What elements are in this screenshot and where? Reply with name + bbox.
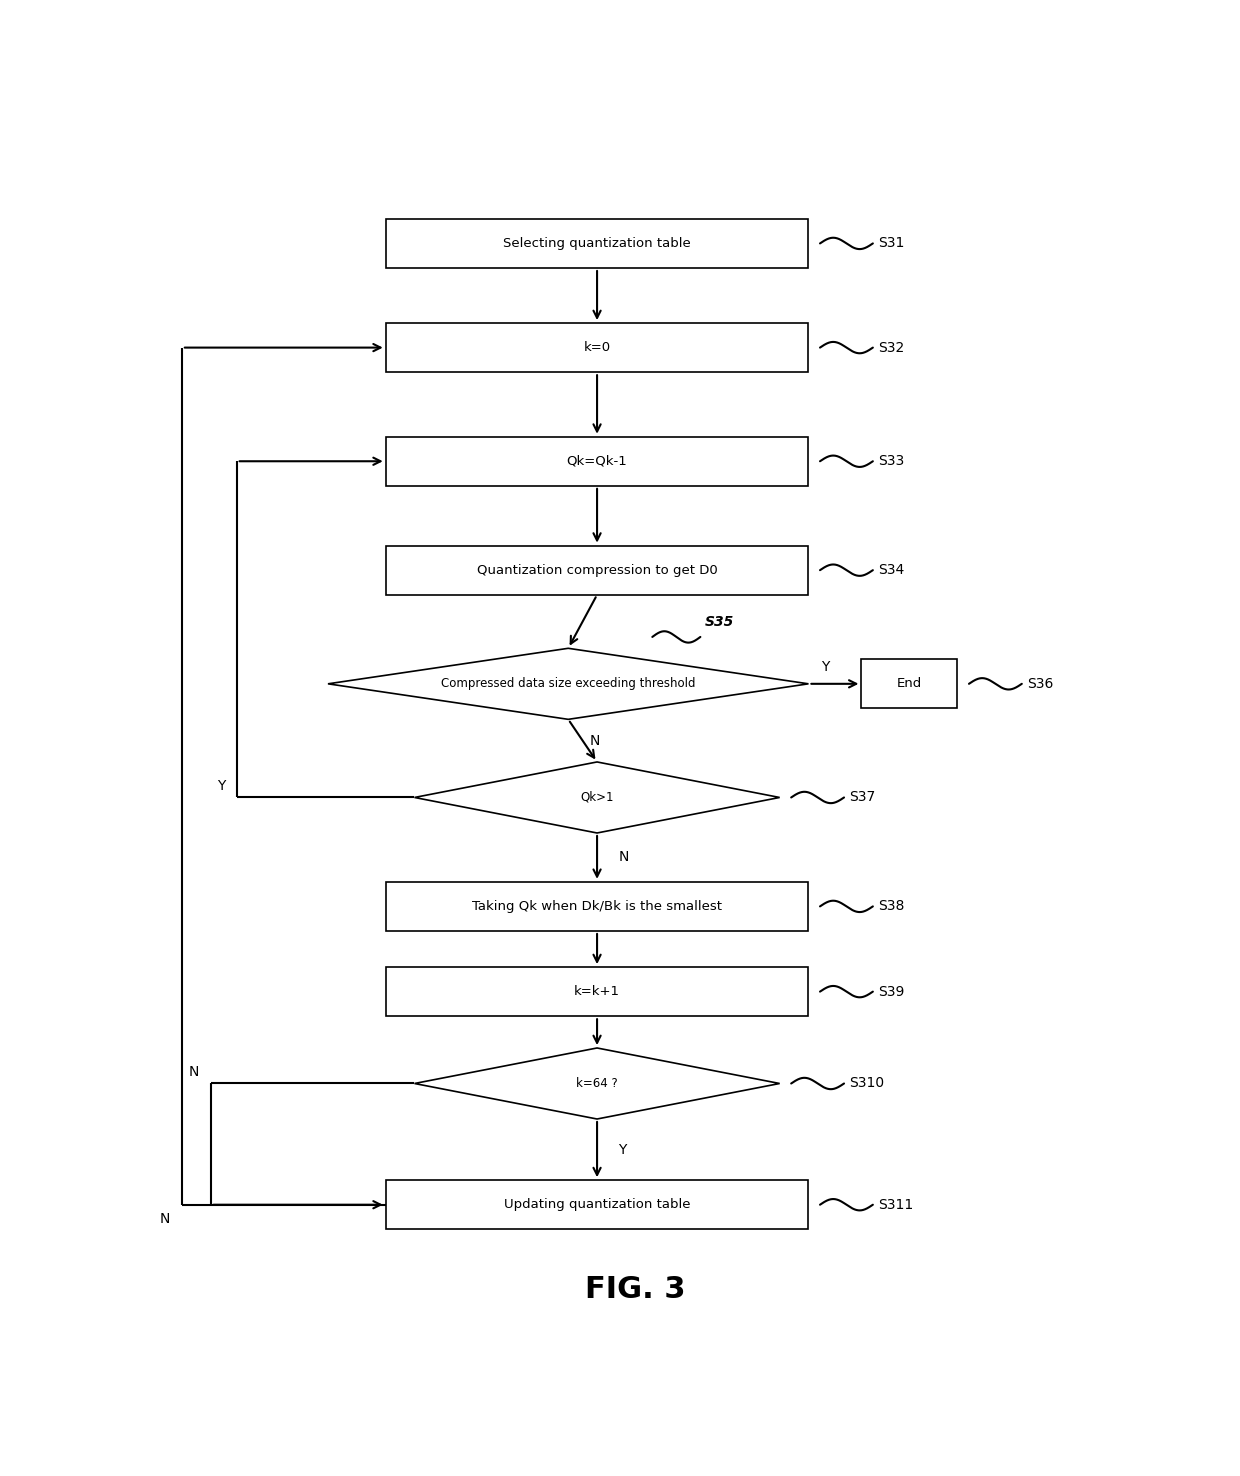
Text: N: N xyxy=(589,734,600,748)
Bar xyxy=(386,967,808,1017)
Text: N: N xyxy=(619,850,629,865)
Polygon shape xyxy=(414,762,780,832)
Text: k=64 ?: k=64 ? xyxy=(577,1077,618,1089)
Text: Qk>1: Qk>1 xyxy=(580,791,614,804)
Text: FIG. 3: FIG. 3 xyxy=(585,1275,686,1305)
Text: S39: S39 xyxy=(878,984,904,999)
Bar xyxy=(386,437,808,486)
Text: Quantization compression to get D0: Quantization compression to get D0 xyxy=(476,564,718,577)
Text: S38: S38 xyxy=(878,899,904,914)
Text: Compressed data size exceeding threshold: Compressed data size exceeding threshold xyxy=(441,677,696,691)
Bar xyxy=(386,323,808,372)
Bar xyxy=(386,218,808,269)
Text: Y: Y xyxy=(217,779,226,793)
Text: S31: S31 xyxy=(878,236,904,251)
Text: k=0: k=0 xyxy=(584,341,610,354)
Text: Qk=Qk-1: Qk=Qk-1 xyxy=(567,455,627,468)
Text: N: N xyxy=(188,1064,200,1079)
Bar xyxy=(386,1181,808,1230)
Text: Y: Y xyxy=(619,1142,626,1157)
Bar xyxy=(862,660,957,708)
Text: Updating quantization table: Updating quantization table xyxy=(503,1199,691,1212)
Text: Y: Y xyxy=(821,660,830,675)
Text: S35: S35 xyxy=(706,615,734,629)
Text: End: End xyxy=(897,677,923,691)
Text: S311: S311 xyxy=(878,1197,913,1212)
Text: S37: S37 xyxy=(849,791,875,804)
Text: S310: S310 xyxy=(849,1076,884,1091)
Text: Taking Qk when Dk/Bk is the smallest: Taking Qk when Dk/Bk is the smallest xyxy=(472,900,722,912)
Text: k=k+1: k=k+1 xyxy=(574,984,620,998)
Bar xyxy=(386,546,808,595)
Text: N: N xyxy=(160,1212,170,1227)
Polygon shape xyxy=(414,1048,780,1119)
Text: S33: S33 xyxy=(878,455,904,468)
Text: S34: S34 xyxy=(878,564,904,577)
Text: S36: S36 xyxy=(1027,677,1053,691)
Polygon shape xyxy=(327,648,808,719)
Text: S32: S32 xyxy=(878,341,904,354)
Text: Selecting quantization table: Selecting quantization table xyxy=(503,238,691,249)
Bar xyxy=(386,881,808,931)
